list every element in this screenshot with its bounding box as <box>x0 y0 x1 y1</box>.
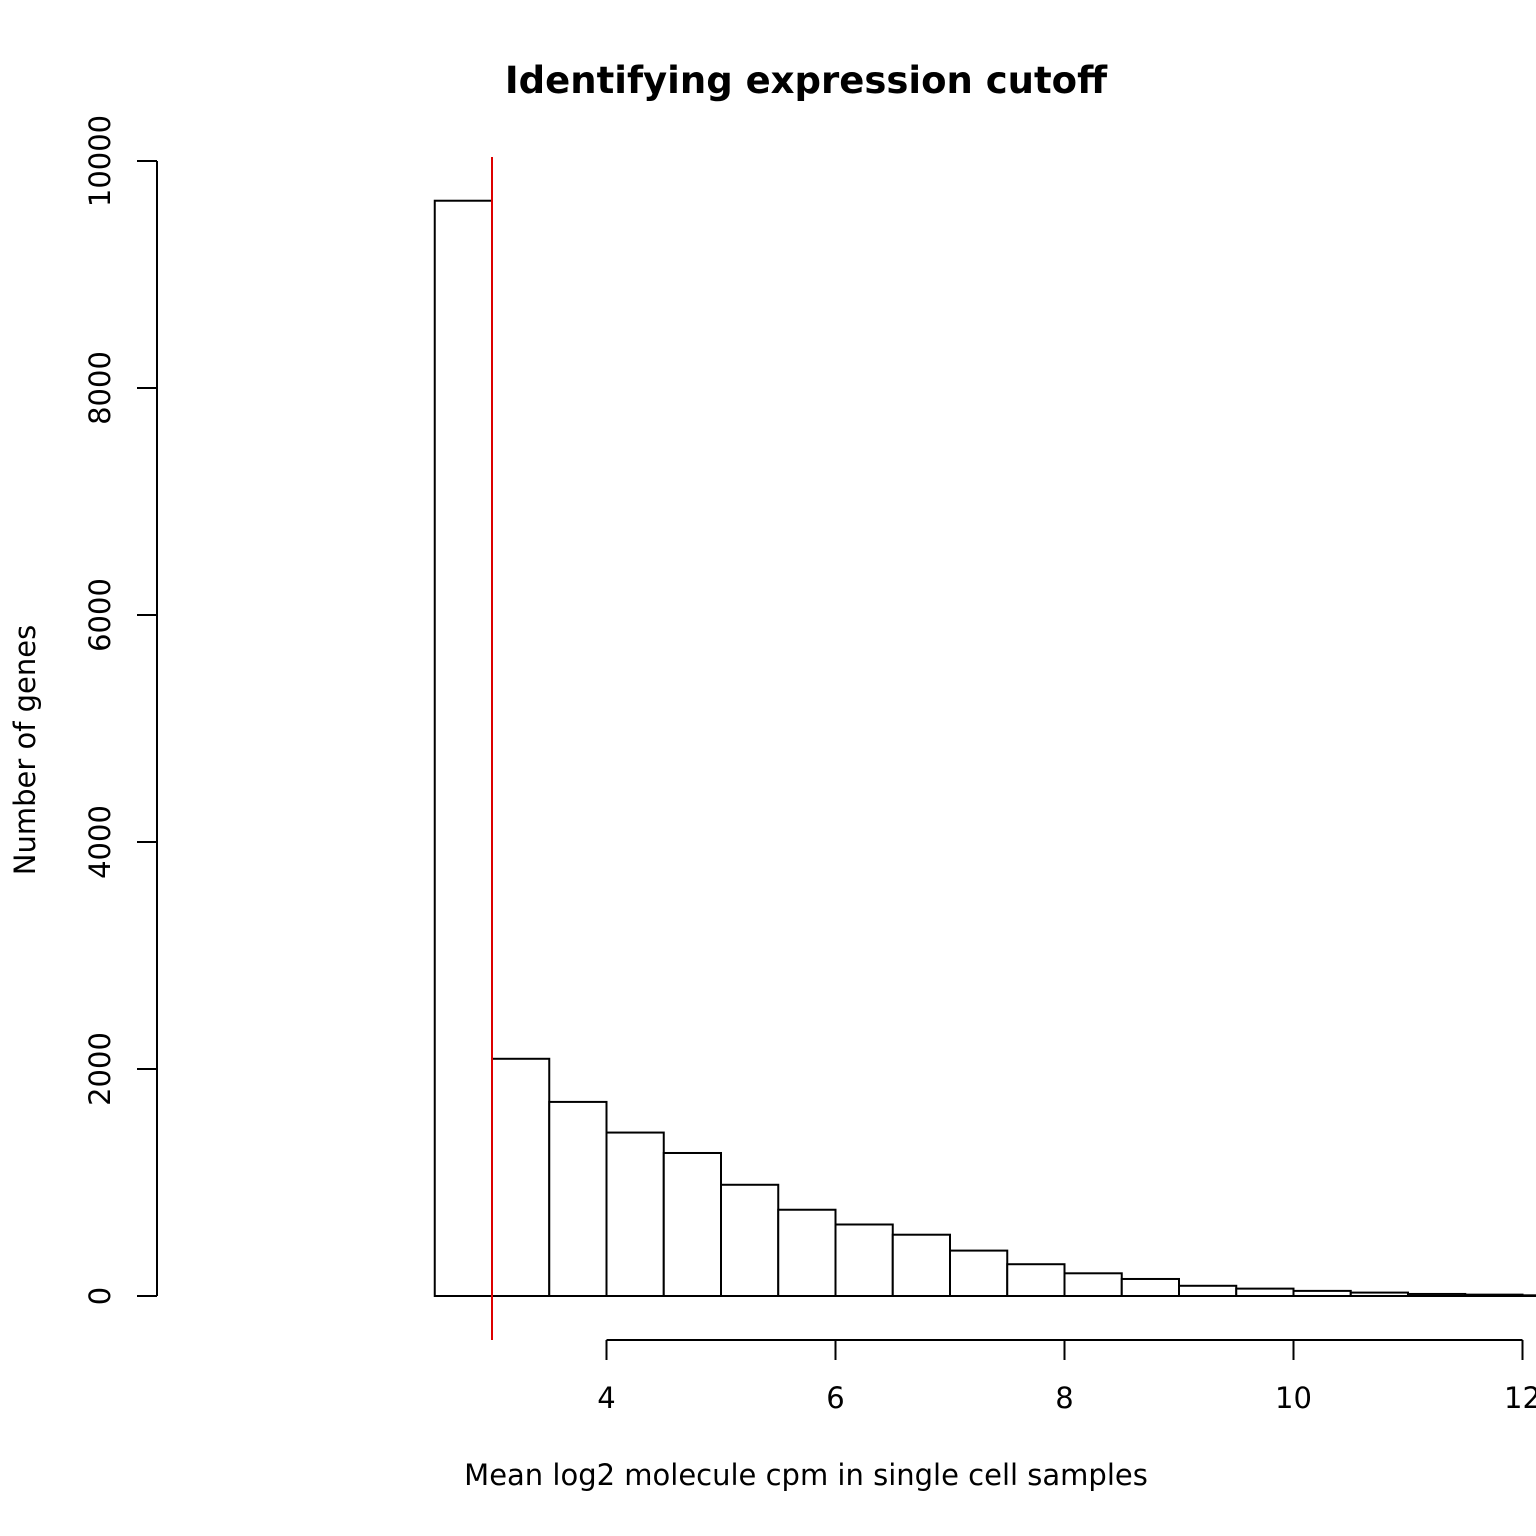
histogram-bar <box>949 1249 1009 1297</box>
x-tick-label: 10 <box>1275 1381 1312 1415</box>
y-tick-label: 10000 <box>83 115 117 207</box>
histogram-bar <box>1235 1287 1295 1298</box>
y-tick-label: 8000 <box>83 351 117 425</box>
histogram-bar <box>1407 1292 1467 1298</box>
x-tick-label: 8 <box>1055 1381 1073 1415</box>
bars-group <box>433 199 1536 1298</box>
histogram-bar <box>1349 1291 1409 1297</box>
histogram-bar <box>834 1223 894 1297</box>
histogram-bar <box>491 1057 551 1298</box>
y-axis: 0 2000 4000 6000 8000 10000 <box>83 115 158 1305</box>
histogram-bar <box>891 1233 951 1297</box>
histogram-bar <box>720 1183 780 1298</box>
x-tick-label: 4 <box>597 1381 615 1415</box>
y-tick-label: 0 <box>83 1287 117 1305</box>
histogram-bar <box>1120 1277 1180 1297</box>
histogram-bar <box>433 199 493 1298</box>
x-axis-label: Mean log2 molecule cpm in single cell sa… <box>464 1458 1148 1492</box>
y-axis-label: Number of genes <box>8 625 42 875</box>
x-axis: 4 6 8 10 12 <box>597 1339 1536 1415</box>
chart-title: Identifying expression cutoff <box>505 59 1108 102</box>
histogram-bar <box>777 1208 837 1297</box>
y-tick-label: 6000 <box>83 578 117 652</box>
histogram-bar <box>1063 1272 1123 1298</box>
histogram-bar <box>1178 1284 1238 1298</box>
x-tick-label: 12 <box>1504 1381 1536 1415</box>
y-tick-label: 4000 <box>83 805 117 879</box>
histogram-bar <box>1292 1289 1352 1297</box>
x-tick-label: 6 <box>826 1381 844 1415</box>
histogram-bar <box>1464 1293 1524 1297</box>
histogram-bar <box>1521 1294 1536 1297</box>
histogram-bar <box>662 1151 722 1297</box>
histogram-bar <box>605 1131 665 1298</box>
histogram-bar <box>1006 1263 1066 1297</box>
histogram-bar <box>548 1100 608 1298</box>
y-tick-label: 2000 <box>83 1032 117 1106</box>
